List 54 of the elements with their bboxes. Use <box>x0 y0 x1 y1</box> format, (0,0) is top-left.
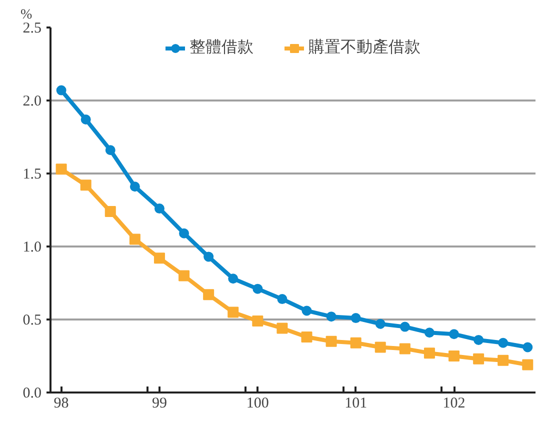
y-tick-label: 1.0 <box>22 240 42 256</box>
point <box>80 114 91 124</box>
y-tick-label: 2.0 <box>22 94 42 110</box>
point <box>179 228 190 238</box>
point <box>302 306 312 316</box>
point <box>350 313 361 324</box>
point <box>522 359 534 370</box>
point <box>449 329 460 340</box>
point <box>375 318 386 329</box>
point <box>129 234 140 245</box>
point <box>474 334 484 345</box>
point <box>104 206 116 217</box>
point <box>228 306 239 318</box>
point <box>228 274 238 284</box>
y-tick-label: 1.5 <box>22 166 42 182</box>
y-tick-label: 0.5 <box>22 312 42 328</box>
y-axis-title: % <box>20 8 32 22</box>
x-tick-label: 101 <box>344 396 368 412</box>
point <box>448 350 460 362</box>
legend-label: 整體借款 <box>190 38 254 58</box>
y-tick-label: 2.5 <box>22 20 42 36</box>
point <box>374 342 386 353</box>
point <box>301 332 312 343</box>
point <box>204 252 214 262</box>
point <box>424 328 434 338</box>
point <box>473 353 484 364</box>
x-tick-label: 99 <box>152 396 167 412</box>
x-tick-label: 98 <box>54 396 69 412</box>
point <box>252 315 264 326</box>
point <box>203 289 214 300</box>
point <box>178 270 190 282</box>
point <box>56 164 67 175</box>
point <box>277 294 288 304</box>
legend-label: 購置不動產借款 <box>308 38 420 58</box>
point <box>498 338 508 348</box>
point <box>130 182 140 192</box>
point <box>326 336 337 347</box>
point <box>56 85 66 96</box>
point <box>154 252 165 264</box>
point <box>424 348 435 359</box>
point <box>276 322 288 334</box>
point <box>400 322 410 332</box>
y-tick-label: 0.0 <box>22 386 42 402</box>
point <box>399 343 410 354</box>
point <box>154 204 164 214</box>
x-tick-label: 100 <box>246 396 269 412</box>
point <box>105 145 116 156</box>
point <box>252 284 263 294</box>
x-tick-label: 102 <box>442 396 466 412</box>
point <box>350 337 362 348</box>
point <box>522 342 533 352</box>
point <box>498 354 509 366</box>
point <box>80 180 92 191</box>
point <box>326 312 336 322</box>
